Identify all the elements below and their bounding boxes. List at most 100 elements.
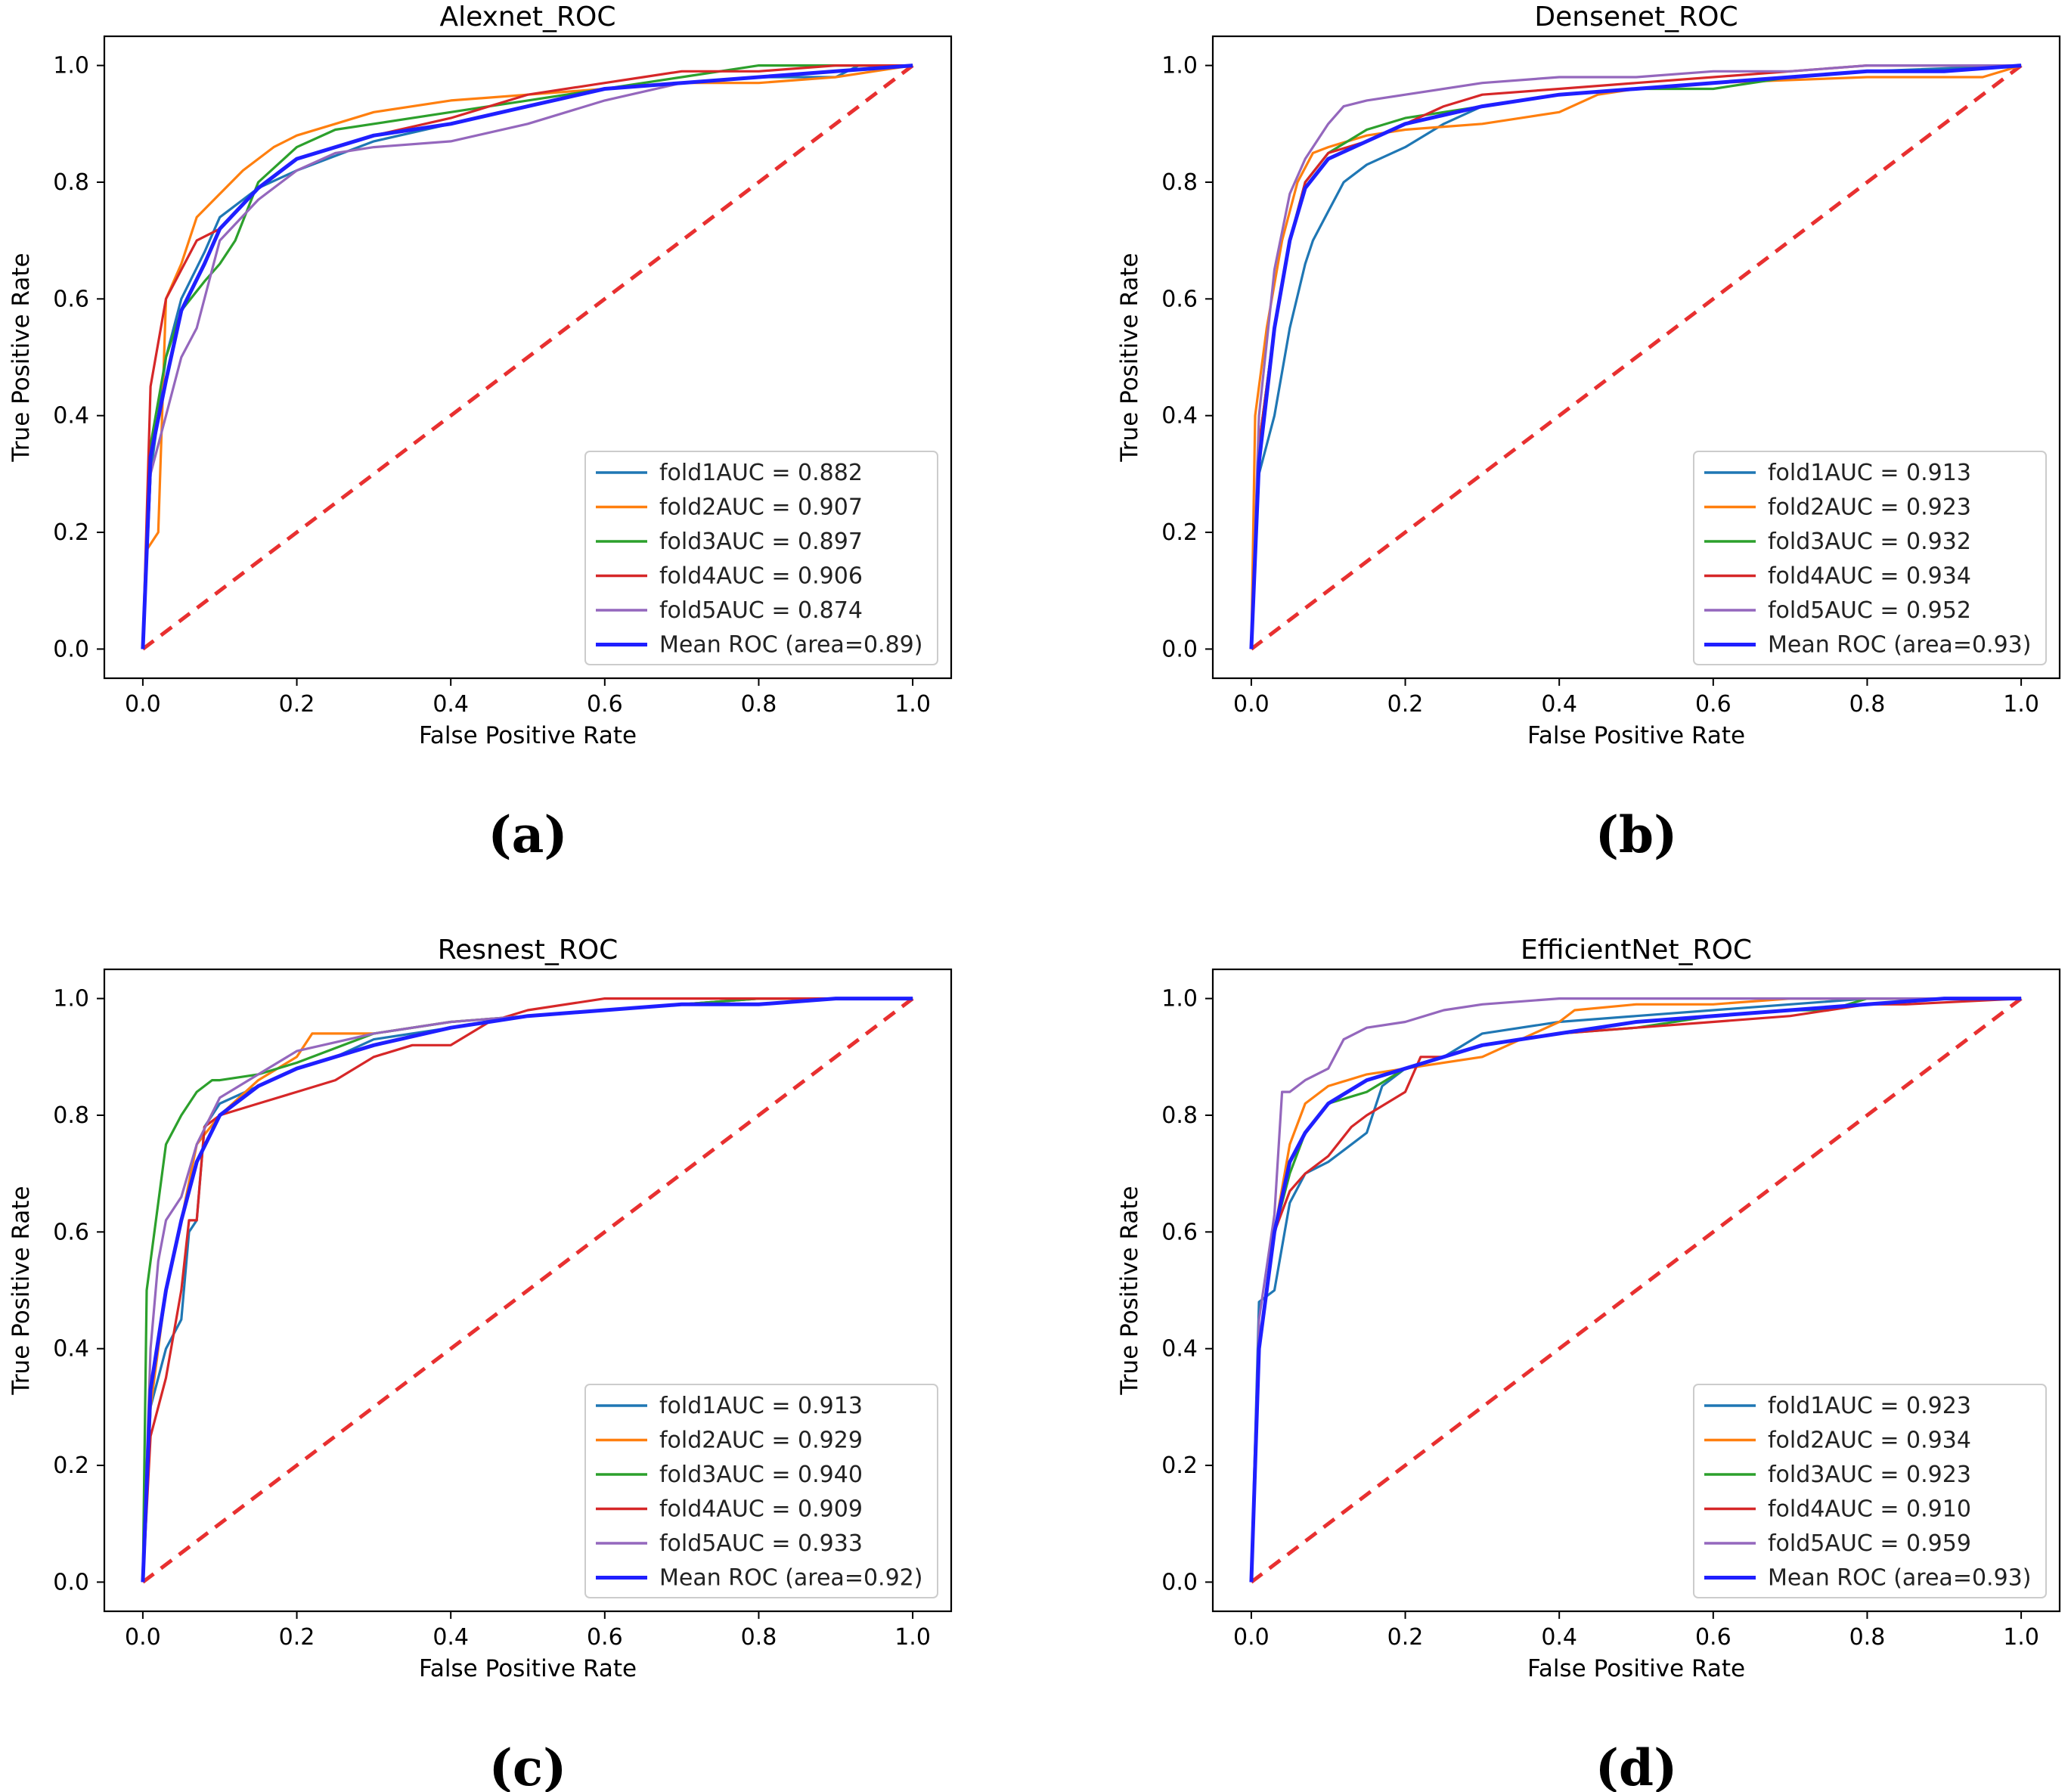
x-tick-label: 0.8	[1849, 691, 1886, 718]
legend-entry: fold3AUC = 0.940	[659, 1462, 863, 1488]
x-tick-label: 0.6	[1695, 1624, 1732, 1651]
legend-entry: fold1AUC = 0.913	[659, 1393, 863, 1419]
x-tick-label: 1.0	[2003, 1624, 2039, 1651]
y-tick-label: 1.0	[53, 53, 89, 79]
y-tick-label: 0.2	[53, 519, 89, 546]
panel-caption: (c)	[489, 1738, 567, 1792]
x-tick-label: 0.6	[1695, 691, 1732, 718]
y-tick-label: 0.0	[53, 1569, 89, 1595]
fold-roc-line	[1250, 997, 2022, 1583]
x-tick-label: 0.8	[741, 691, 777, 718]
y-tick-label: 0.6	[1161, 1219, 1198, 1245]
chance-diagonal-line	[141, 997, 914, 1584]
y-tick-label: 0.8	[53, 169, 89, 196]
legend	[1693, 1384, 2047, 1598]
mean-roc-line	[141, 64, 913, 650]
x-tick-label: 0.4	[1541, 1624, 1577, 1651]
chart-panel: Densenet_ROC 0.0 0.2 0.4 0.6 0.8 1.0 0.0 0.2 0.4 0…	[1116, 2, 2061, 864]
x-axis-label: False Positive Rate	[419, 722, 637, 749]
legend	[584, 1384, 938, 1598]
legend-entry: Mean ROC (area=0.89)	[659, 632, 922, 659]
x-tick-label: 0.8	[741, 1624, 777, 1651]
y-tick-label: 0.2	[1161, 519, 1198, 546]
legend-entry: fold3AUC = 0.897	[659, 529, 863, 555]
y-axis-label: True Positive Rate	[8, 1186, 35, 1395]
y-tick-label: 0.0	[1161, 1569, 1198, 1595]
plot-frame	[1211, 35, 2061, 680]
plot-frame	[103, 968, 953, 1613]
legend-entry: Mean ROC (area=0.93)	[1768, 1565, 2031, 1592]
y-tick-label: 0.0	[1161, 636, 1198, 662]
plot-frame	[103, 35, 953, 680]
x-tick-label: 0.0	[1233, 1624, 1270, 1651]
y-tick-label: 0.4	[1161, 1336, 1198, 1363]
y-tick-label: 0.6	[53, 286, 89, 312]
y-tick-label: 0.0	[53, 636, 89, 662]
y-tick-label: 0.4	[53, 1336, 89, 1363]
fold-roc-line	[141, 997, 913, 1583]
chart-title: Resnest_ROC	[438, 935, 619, 966]
x-axis-label: False Positive Rate	[1527, 722, 1745, 749]
legend-entry: fold1AUC = 0.913	[1768, 460, 1971, 486]
legend-entry: fold2AUC = 0.929	[659, 1428, 863, 1454]
chance-diagonal-line	[1250, 64, 2023, 651]
x-tick-label: 1.0	[2003, 691, 2039, 718]
chance-diagonal-line	[1250, 997, 2023, 1584]
legend-entry: fold5AUC = 0.933	[659, 1530, 863, 1557]
y-tick-label: 0.2	[1161, 1453, 1198, 1479]
legend-entry: fold4AUC = 0.906	[659, 563, 863, 590]
fold-roc-line	[1250, 997, 2022, 1583]
y-tick-label: 0.8	[53, 1102, 89, 1129]
chart-panel: EfficientNet_ROC 0.0 0.2 0.4 0.6 0.8 1.0 0.0 0.2…	[1116, 935, 2061, 1792]
chart-panel: Alexnet_ROC 0.0 0.2 0.4 0.6 0.8 1.0 0.0 0.2 0.4 0.…	[8, 2, 953, 864]
x-tick-label: 0.0	[125, 1624, 161, 1651]
x-tick-label: 0.6	[587, 1624, 623, 1651]
y-tick-label: 0.8	[1161, 169, 1198, 196]
x-tick-label: 0.4	[432, 1624, 469, 1651]
legend-entry: fold4AUC = 0.909	[659, 1496, 863, 1523]
panel-caption: (b)	[1595, 805, 1678, 864]
legend-entry: fold2AUC = 0.923	[1768, 495, 1971, 521]
mean-roc-line	[1249, 997, 2022, 1583]
chart-title: Densenet_ROC	[1534, 2, 1738, 33]
legend-entry: fold2AUC = 0.907	[659, 495, 863, 521]
y-axis-label: True Positive Rate	[1116, 1186, 1143, 1395]
fold-roc-line	[1250, 64, 2022, 650]
legend-entry: fold5AUC = 0.952	[1768, 597, 1971, 624]
legend	[1693, 451, 2047, 665]
y-tick-label: 0.6	[53, 1219, 89, 1245]
x-tick-label: 0.2	[1387, 691, 1424, 718]
panel-caption: (a)	[488, 805, 567, 864]
x-tick-label: 0.4	[432, 691, 469, 718]
x-tick-label: 0.2	[279, 691, 315, 718]
fold-roc-line	[1250, 997, 2022, 1583]
chance-diagonal-line	[141, 64, 914, 651]
x-tick-label: 0.2	[1387, 1624, 1424, 1651]
y-axis-label: True Positive Rate	[1116, 253, 1143, 462]
x-tick-label: 0.8	[1849, 1624, 1886, 1651]
legend-entry: fold1AUC = 0.882	[659, 460, 863, 486]
legend-entry: fold5AUC = 0.959	[1768, 1530, 1971, 1557]
legend-entry: fold1AUC = 0.923	[1768, 1393, 1971, 1419]
chart-panel: Resnest_ROC 0.0 0.2 0.4 0.6 0.8 1.0 0.0 0.2 0.4 0.…	[8, 935, 953, 1792]
y-tick-label: 1.0	[1161, 53, 1198, 79]
y-tick-label: 0.4	[1161, 403, 1198, 429]
chart-title: Alexnet_ROC	[439, 2, 615, 33]
x-tick-label: 0.0	[1233, 691, 1270, 718]
y-tick-label: 0.2	[53, 1453, 89, 1479]
x-tick-label: 1.0	[894, 1624, 931, 1651]
legend-entry: fold3AUC = 0.932	[1768, 529, 1971, 555]
y-tick-label: 1.0	[53, 986, 89, 1012]
x-tick-label: 0.2	[279, 1624, 315, 1651]
x-axis-label: False Positive Rate	[1527, 1655, 1745, 1682]
chart-title: EfficientNet_ROC	[1521, 935, 1752, 966]
plot-frame	[1211, 968, 2061, 1613]
legend-entry: fold2AUC = 0.934	[1768, 1428, 1971, 1454]
y-tick-label: 1.0	[1161, 986, 1198, 1012]
x-tick-label: 1.0	[894, 691, 931, 718]
x-tick-label: 0.0	[125, 691, 161, 718]
legend-entry: fold3AUC = 0.923	[1768, 1462, 1971, 1488]
mean-roc-line	[1249, 64, 2022, 650]
x-axis-label: False Positive Rate	[419, 1655, 637, 1682]
